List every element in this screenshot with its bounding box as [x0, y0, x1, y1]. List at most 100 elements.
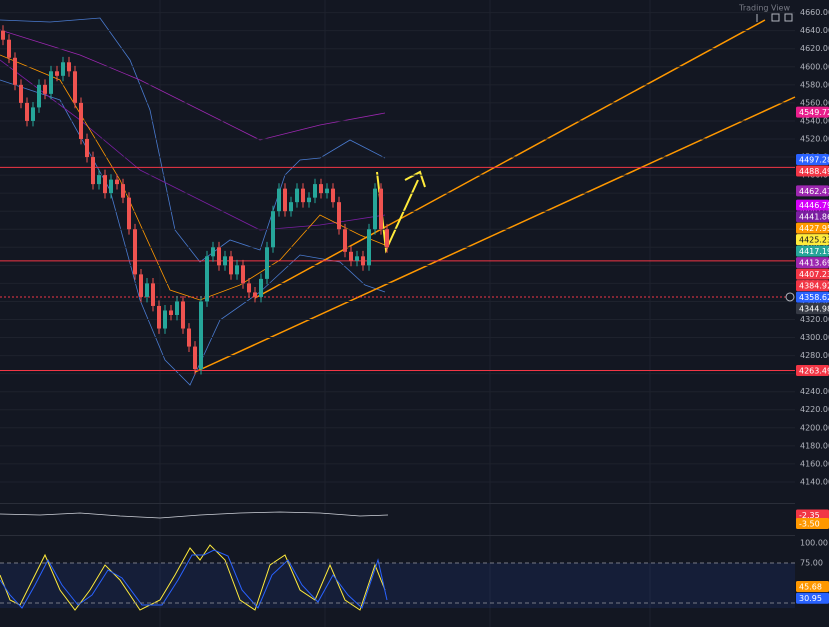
price-tag-label: 4358.62 [799, 293, 829, 302]
candle-body [187, 328, 191, 347]
candle-body [145, 283, 149, 297]
candle-body [361, 256, 365, 266]
price-tag [796, 199, 829, 211]
price-tag [796, 509, 829, 521]
candle-body [61, 62, 65, 76]
candle-body [79, 102, 83, 139]
price-tag-label: 4497.28 [799, 155, 829, 164]
price-tag [796, 153, 829, 165]
candle-body [127, 197, 131, 230]
candle-body [49, 71, 53, 94]
candle-body [121, 184, 125, 198]
price-tag [796, 592, 829, 604]
y-tick-label: 4520.00 [800, 134, 829, 143]
crosshair-marker [785, 292, 795, 302]
candle-body [301, 188, 305, 203]
price-tag [796, 518, 829, 529]
candle-body [19, 84, 23, 103]
candle-body [193, 346, 197, 370]
price-tag-label: 4344.98 [799, 305, 829, 314]
price-tag [796, 580, 829, 592]
candle-body [163, 310, 167, 329]
price-tag-label: 4407.23 [799, 270, 829, 279]
price-tag [796, 165, 829, 177]
candle-body [325, 188, 329, 194]
candle-body [25, 102, 29, 121]
price-tag-label: 4263.49 [799, 366, 829, 375]
y-tick-label: 4160.00 [800, 459, 829, 468]
candle-body [67, 62, 71, 72]
pane-divider [0, 503, 795, 504]
y-tick-label: 4320.00 [800, 315, 829, 324]
candle-body [55, 71, 59, 76]
price-tag [796, 364, 829, 376]
y-tick-label: 4660.00 [800, 8, 829, 17]
price-tag [796, 268, 829, 280]
y-tick-label: 4620.00 [800, 44, 829, 53]
price-tag [796, 280, 829, 292]
price-tag-label: 4427.95 [799, 224, 829, 233]
y-tick-label: 4560.00 [800, 98, 829, 107]
y-tick-label: 4200.00 [800, 423, 829, 432]
candle-body [367, 229, 371, 266]
candle-body [91, 157, 95, 185]
candle-body [211, 247, 215, 257]
price-tag-label: 4417.19 [799, 247, 829, 256]
candle-body [343, 229, 347, 252]
candle-body [229, 256, 233, 275]
price-tag-label: -3.50 [799, 520, 820, 529]
candle-body [349, 251, 353, 261]
candle-body [13, 57, 17, 85]
price-tag [796, 245, 829, 257]
candle-body [157, 305, 161, 329]
price-tag-label: 4488.49 [799, 167, 829, 176]
candle-body [241, 265, 245, 284]
candle-body [259, 278, 263, 297]
candle-body [337, 202, 341, 230]
candle-body [217, 247, 221, 266]
price-tag-label: 4549.72 [799, 108, 829, 117]
toolbar-icons [756, 13, 793, 22]
y-tick-label: 4600.00 [800, 62, 829, 71]
candle-body [169, 310, 173, 315]
candle-body [181, 301, 185, 329]
candle-body [97, 175, 101, 185]
macd-tags: -2.35-3.50 [796, 509, 829, 529]
y-tick-label: 100.00 [800, 539, 828, 548]
candle-body [223, 256, 227, 266]
candle-body [139, 274, 143, 297]
candle-body [373, 188, 377, 230]
price-tag-label: 4462.47 [799, 187, 829, 196]
price-tag-label: 4413.69 [799, 259, 829, 268]
candle-body [283, 188, 287, 212]
macd-line [0, 511, 389, 519]
price-tag-label: 30.95 [799, 594, 822, 603]
watermark: Trading View [738, 4, 790, 13]
y-tick-label: 4300.00 [800, 333, 829, 342]
candle-body [31, 107, 35, 121]
candle-body [355, 256, 359, 261]
candle-body [85, 138, 89, 158]
candle-body [379, 188, 383, 230]
price-tag [796, 234, 829, 246]
candle-body [319, 184, 323, 194]
y-tick-label: 4140.00 [800, 477, 829, 486]
candle-body [43, 84, 47, 94]
candle-body [175, 301, 179, 315]
pane-divider [0, 535, 795, 536]
candle-body [109, 179, 113, 194]
price-tag-label: 4384.92 [799, 282, 829, 291]
stoch-lines [0, 544, 388, 611]
candle-body [271, 211, 275, 248]
y-tick-label: 4180.00 [800, 441, 829, 450]
y-tick-label: 4640.00 [800, 26, 829, 35]
candle-body [289, 202, 293, 212]
candle-body [115, 179, 119, 185]
y-tick-label: 75.00 [800, 559, 823, 568]
y-tick-label: 4220.00 [800, 405, 829, 414]
price-tag-label: 4441.86 [799, 213, 829, 222]
candle-body [331, 188, 335, 203]
candle-body [151, 283, 155, 306]
candle-body [277, 188, 281, 212]
